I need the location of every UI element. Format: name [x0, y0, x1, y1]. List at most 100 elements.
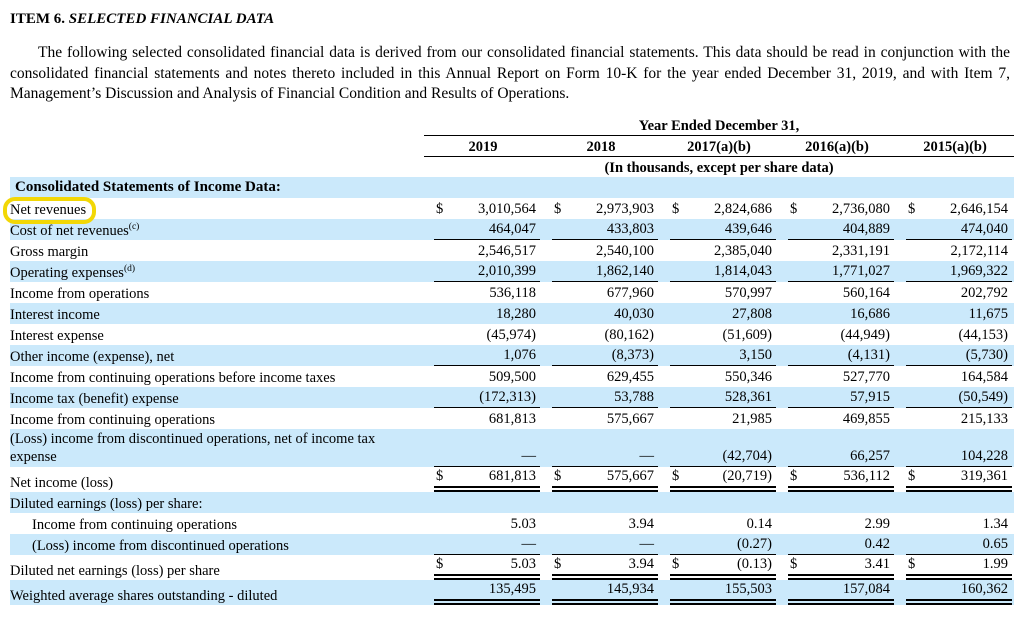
- row-value-cell: 629,455: [542, 366, 660, 387]
- row-value-cell: $3.41: [778, 555, 896, 580]
- row-value-cell: $5.03: [424, 555, 542, 580]
- row-value-cell: 5.03: [424, 513, 542, 534]
- value-text: 469,855: [842, 410, 890, 427]
- table-header: Year Ended December 31, 2019 2018 2017(a…: [10, 115, 1015, 177]
- row-value-cell: (8,373): [542, 345, 660, 366]
- table-row: Income from continuing operations 5.03 3.9…: [10, 513, 1014, 534]
- row-value-cell: 27,808: [660, 303, 778, 324]
- table-row: Income tax (benefit) expense (172,313) 53,…: [10, 386, 1015, 408]
- row-value-cell: 2,385,040: [660, 240, 778, 261]
- value-text: 11,675: [968, 305, 1009, 322]
- value-text: 3,010,564: [478, 200, 536, 217]
- row-value-cell: 66,257: [778, 429, 896, 467]
- row-label: Net revenues: [2, 196, 424, 224]
- value-text: 2,331,191: [832, 242, 890, 259]
- row-value-cell: 1,969,322: [896, 261, 1014, 282]
- value-text: 0.42: [864, 535, 890, 552]
- value-text: 404,889: [842, 220, 890, 237]
- row-value-cell: 0.42: [778, 534, 896, 555]
- value-text: 2,540,100: [596, 242, 654, 259]
- spacer-cell: [10, 157, 424, 177]
- row-value-cell: —: [424, 534, 542, 555]
- value-text: 2,646,154: [950, 200, 1009, 217]
- highlight-ring-annotation: Net revenues: [2, 196, 97, 224]
- row-value-cell: $1.99: [896, 555, 1014, 580]
- table-row: Diluted earnings (loss) per share:: [10, 491, 1015, 513]
- value-text: 135,495: [488, 580, 536, 597]
- dollar-sign: $: [554, 200, 562, 217]
- row-label: Gross margin: [10, 243, 89, 260]
- row-value-cell: 0.14: [660, 513, 778, 534]
- value-text: 1,771,027: [832, 262, 890, 279]
- table-row: Interest income 18,280 40,030 27,808 16,686 1…: [10, 302, 1015, 324]
- column-header-2017: 2017(a)(b): [660, 135, 778, 158]
- row-value-cell: 2.99: [778, 513, 896, 534]
- row-value-cell: $575,667: [542, 467, 660, 492]
- row-value-cell: $ (20,719): [660, 467, 778, 492]
- row-value-cell: 550,346: [660, 366, 778, 387]
- table-row: Gross margin 2,546,517 2,540,100 2,385,040 2…: [10, 240, 1014, 261]
- page-title: ITEM 6. SELECTED FINANCIAL DATA: [10, 11, 1010, 28]
- section-header-row: Consolidated Statements of Income Data:: [10, 176, 1015, 198]
- row-value-cell: 474,040: [896, 219, 1014, 240]
- row-value-cell: (44,153): [896, 324, 1014, 345]
- row-value-cell: 527,770: [778, 366, 896, 387]
- value-text: 536,118: [489, 284, 536, 301]
- value-text: (42,704): [722, 447, 772, 464]
- dollar-sign: $: [672, 467, 680, 484]
- value-text: (0.27): [736, 535, 772, 552]
- value-text: 509,500: [488, 368, 536, 385]
- value-text: 0.14: [746, 515, 772, 532]
- row-value-cell: 439,646: [660, 219, 778, 240]
- row-value-cell: 404,889: [778, 219, 896, 240]
- table-row: Net revenues $3,010,564 $2,973,903 $2,824,6…: [2, 196, 1014, 224]
- row-value-cell: $ (0.13): [660, 555, 778, 580]
- row-value-cell: [542, 492, 660, 513]
- value-text: 2,172,114: [950, 242, 1009, 259]
- value-text: 1.99: [982, 555, 1009, 572]
- row-value-cell: (4,131): [778, 345, 896, 366]
- row-label: Interest income: [10, 306, 100, 323]
- row-label: Income tax (benefit) expense: [10, 390, 179, 407]
- period-header: Year Ended December 31,: [424, 115, 1015, 137]
- row-value-cell: —: [542, 429, 660, 467]
- row-value-cell: (50,549): [896, 387, 1014, 408]
- row-value-cell: (51,609): [660, 324, 778, 345]
- row-value-cell: 528,361: [660, 387, 778, 408]
- value-text: (20,719): [722, 467, 772, 484]
- value-text: 439,646: [724, 220, 772, 237]
- value-text: (50,549): [958, 388, 1009, 405]
- table-row: (Loss) income from discontinued operatio…: [10, 428, 1015, 467]
- table-row: Income from continuing operations before…: [10, 366, 1014, 387]
- value-text: (45,974): [486, 326, 536, 343]
- row-value-cell: 433,803: [542, 219, 660, 240]
- unit-note-row: (In thousands, except per share data): [10, 157, 1014, 177]
- value-text: 1,862,140: [596, 262, 654, 279]
- row-value-cell: 1.34: [896, 513, 1014, 534]
- row-value-cell: 2,331,191: [778, 240, 896, 261]
- value-text: 550,346: [724, 368, 772, 385]
- table-row: Other income (expense), net 1,076 (8,373) 3…: [10, 344, 1015, 366]
- value-text: (80,162): [604, 326, 654, 343]
- row-value-cell: (45,974): [424, 324, 542, 345]
- value-text: 575,667: [606, 410, 654, 427]
- row-value-cell: 21,985: [660, 408, 778, 429]
- row-label: Weighted average shares outstanding - di…: [10, 587, 278, 604]
- value-text: (5,730): [965, 346, 1009, 363]
- row-value-cell: 575,667: [542, 408, 660, 429]
- value-text: 57,915: [850, 388, 890, 405]
- row-value-cell: [778, 492, 896, 513]
- dollar-sign: $: [908, 200, 916, 217]
- row-label: (Loss) income from discontinued operatio…: [32, 537, 289, 554]
- dollar-sign: $: [672, 200, 680, 217]
- table-row: Income from continuing operations 681,813…: [10, 408, 1014, 429]
- item-number: ITEM 6.: [10, 11, 66, 27]
- row-value-cell: $3,010,564: [424, 198, 542, 219]
- period-header-row: Year Ended December 31,: [10, 115, 1015, 137]
- row-value-cell: 464,047: [424, 219, 542, 240]
- value-text: (0.13): [736, 555, 772, 572]
- row-value-cell: 1,862,140: [542, 261, 660, 282]
- row-value-cell: $536,112: [778, 467, 896, 492]
- value-text: 5.03: [510, 555, 536, 572]
- table-row: Interest expense (45,974) (80,162) (51,609)…: [10, 324, 1014, 345]
